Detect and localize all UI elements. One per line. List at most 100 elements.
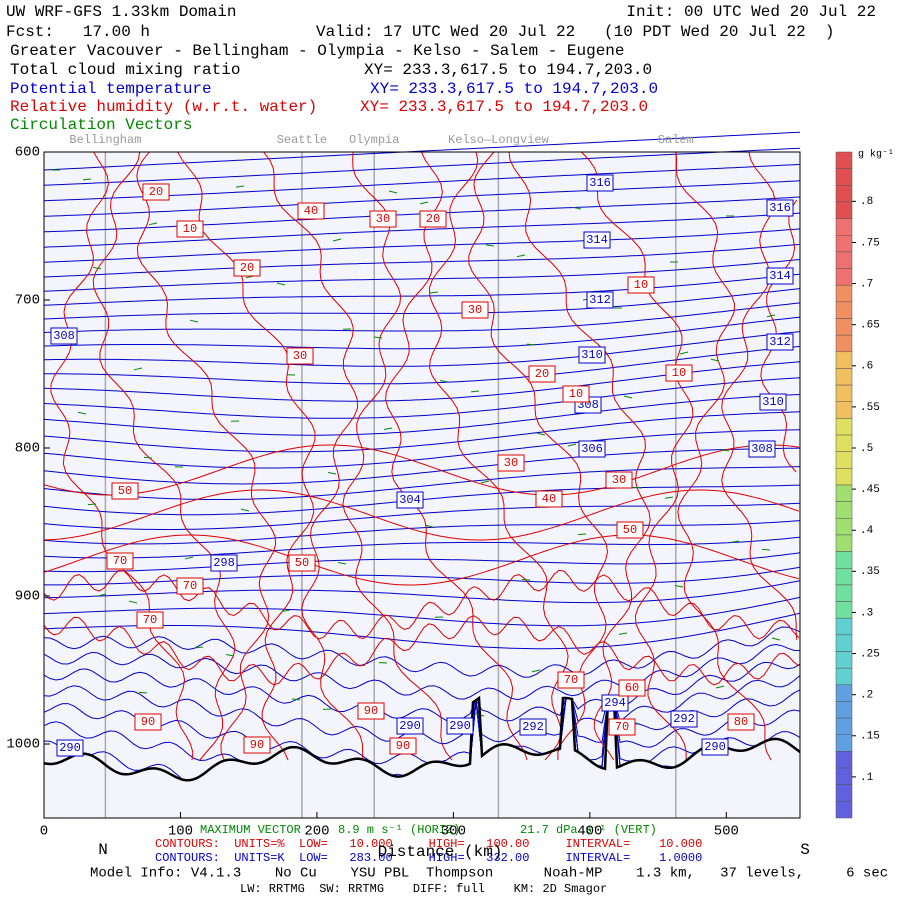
- colorbar-cell: [835, 767, 853, 785]
- circulation-vector: [97, 593, 107, 597]
- colorbar-cell: [835, 568, 853, 586]
- contour-label: 10: [183, 222, 197, 236]
- contour-label-box: [627, 276, 655, 294]
- colorbar-cell: [835, 168, 853, 186]
- location-label: Salem: [658, 133, 694, 147]
- contour-label-box: [142, 183, 170, 201]
- theta-contour-info: CONTOURS: UNITS=K LOW= 283.00 HIGH= 332.…: [155, 851, 702, 865]
- contour-label: 290: [399, 719, 421, 733]
- theta-contour: [43, 212, 801, 248]
- contour-label-box: [557, 671, 585, 689]
- contour-label: 90: [141, 715, 155, 729]
- circulation-vector: [281, 609, 291, 612]
- contour-label-box: [297, 202, 325, 220]
- contour-label: 312: [769, 335, 791, 349]
- circulation-vector: [531, 669, 541, 673]
- circulation-vector: [771, 637, 781, 641]
- contour-label: 304: [399, 493, 421, 507]
- circulation-vector: [327, 471, 337, 475]
- colorbar-cell: [835, 551, 853, 569]
- theta-contour: [43, 163, 801, 202]
- field-xy: XY= 233.3,617.5 to 194.7,203.0: [364, 61, 652, 79]
- field-name: Potential temperature: [10, 80, 212, 98]
- theta-contour: [43, 288, 801, 320]
- contour-label-box: [748, 440, 776, 458]
- contour-label: 308: [751, 442, 773, 456]
- circulation-vector: [128, 600, 138, 604]
- max-vector: MAXIMUM VECTOR: [200, 823, 301, 837]
- contour-label-box: [56, 739, 84, 757]
- contour-label-box: [446, 717, 474, 735]
- theta-contour: [43, 612, 801, 650]
- x-tick-label: 100: [168, 824, 193, 840]
- colorbar-unit: g kg⁻¹: [858, 149, 894, 161]
- contour-label: 90: [364, 704, 378, 718]
- circulation-vector: [276, 282, 286, 286]
- theta-contour: [43, 429, 801, 469]
- contour-label: 30: [504, 456, 518, 470]
- theta-contour: [43, 377, 801, 419]
- contour-label-box: [727, 713, 755, 731]
- circulation-vector: [536, 432, 546, 436]
- theta-contour: [43, 228, 801, 263]
- contour-label-box: [136, 611, 164, 629]
- colorbar-cell: [835, 534, 853, 552]
- theta-contour: [43, 552, 801, 573]
- colorbar-cell: [835, 484, 853, 502]
- rh-contour: [43, 489, 800, 541]
- x-tick-label: 300: [441, 824, 466, 840]
- theta-contour: [43, 302, 801, 333]
- circulation-vector: [480, 480, 490, 484]
- contour-label: 312: [589, 293, 611, 307]
- circulation-vector: [439, 379, 449, 383]
- circulation-vector: [189, 319, 199, 323]
- theta-contour: [43, 502, 801, 530]
- colorbar-cell: [835, 301, 853, 319]
- forecast-hour: Fcst: 17.00 h: [6, 23, 150, 41]
- colorbar-tick-label: .2: [860, 690, 873, 702]
- colorbar-tick-label: .15: [860, 731, 880, 743]
- colorbar-tick-label: .25: [860, 648, 880, 660]
- contour-label-box: [578, 346, 606, 364]
- x-axis-label: Distance (km): [378, 843, 503, 861]
- contour-label-box: [369, 210, 397, 228]
- theta-contour: [43, 643, 801, 701]
- contour-label: 50: [295, 556, 309, 570]
- contour-label-box: [106, 552, 134, 570]
- plot-layer: 3163163143143123123103103083083083063042…: [43, 131, 801, 818]
- theta-contour: [43, 131, 801, 171]
- circulation-vector: [419, 201, 429, 205]
- colorbar-tick-label: .4: [860, 525, 874, 537]
- contour-label: 316: [769, 201, 791, 215]
- colorbar-cell: [835, 235, 853, 253]
- circulation-vector: [133, 367, 143, 371]
- contour-label-box: [670, 710, 698, 728]
- contour-label-box: [608, 718, 636, 736]
- circulation-vector: [332, 238, 342, 242]
- circulation-vector: [679, 351, 689, 355]
- rh-contour: [468, 151, 609, 760]
- contour-label-box: [210, 554, 238, 572]
- colorbar-cell: [835, 351, 853, 369]
- colorbar-tick-label: .1: [860, 772, 874, 784]
- contour-label: 290: [59, 741, 81, 755]
- colorbar-cell: [835, 334, 853, 353]
- contour-label: 70: [615, 720, 629, 734]
- contour-label-box: [497, 454, 525, 472]
- contour-label-box: [233, 259, 261, 277]
- colorbar-cell: [835, 318, 853, 336]
- colorbar-cell: [835, 634, 853, 652]
- colorbar-cell: [835, 518, 853, 536]
- contour-label-box: [605, 471, 633, 489]
- plot-frame: [43, 151, 801, 819]
- colorbar-cell: [835, 701, 853, 719]
- colorbar-tick-label: .65: [860, 320, 880, 332]
- circulation-vector: [337, 562, 347, 565]
- contour-label-box: [586, 174, 614, 192]
- circulation-vector: [567, 443, 577, 447]
- contour-label-box: [583, 231, 611, 249]
- contour-label-box: [396, 717, 424, 735]
- theta-contour: [43, 447, 801, 485]
- south-label: S: [800, 841, 810, 859]
- x-tick-label: 400: [577, 824, 602, 840]
